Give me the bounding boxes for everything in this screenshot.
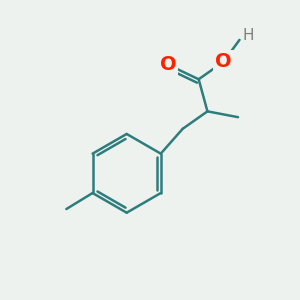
Text: O: O: [160, 55, 176, 74]
Text: H: H: [242, 28, 254, 43]
Text: O: O: [215, 52, 232, 71]
